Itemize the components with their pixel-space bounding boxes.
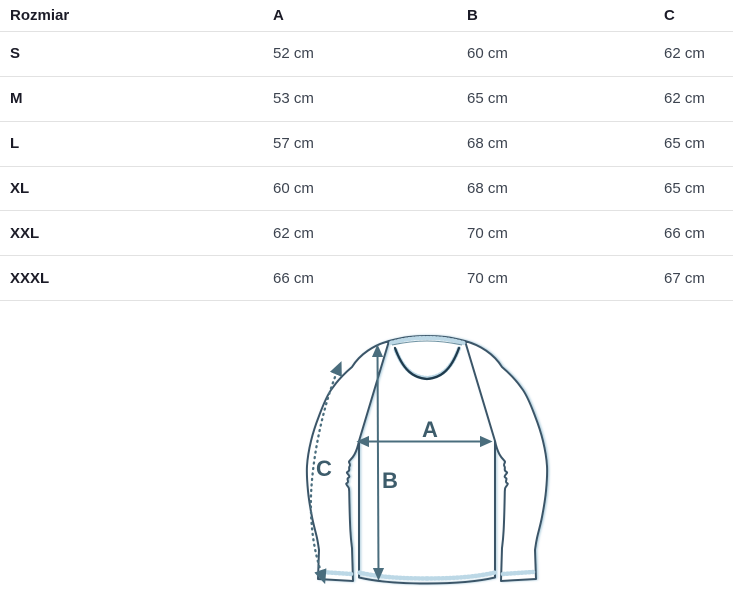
svg-text:A: A (422, 417, 438, 442)
svg-text:B: B (382, 468, 398, 493)
svg-text:C: C (316, 456, 332, 481)
